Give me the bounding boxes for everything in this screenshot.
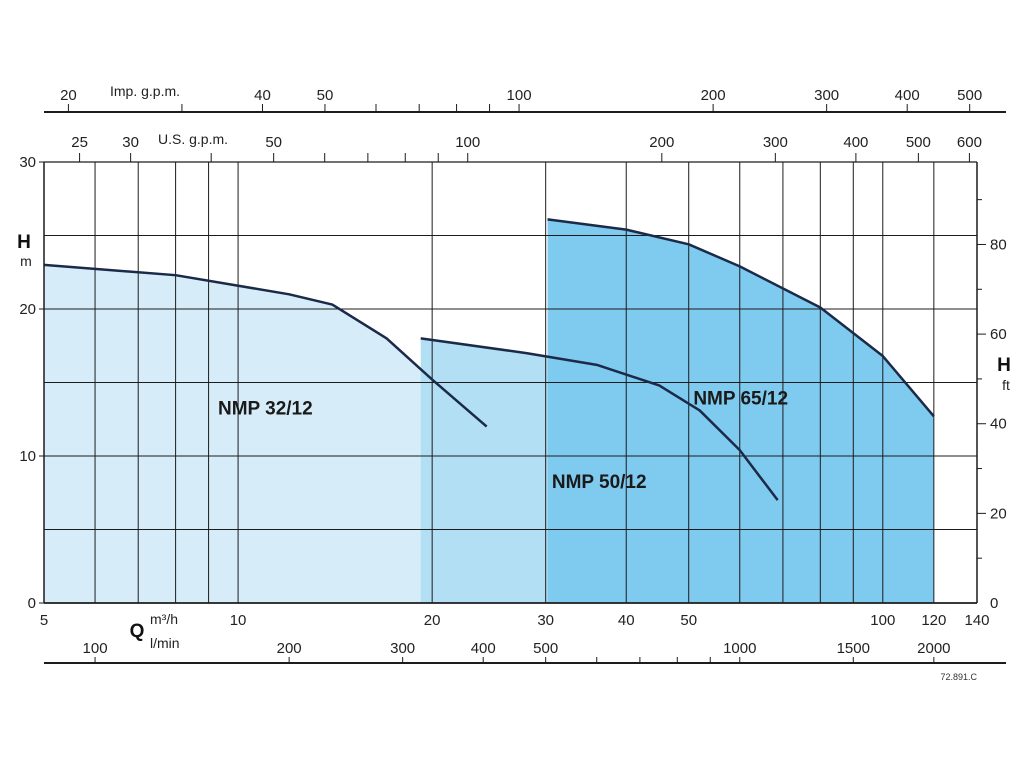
- x-lmin-tick-label: 100: [83, 640, 108, 657]
- x-imp-gpm-tick-label: 200: [701, 87, 726, 104]
- x-imp-gpm-tick-label: 300: [814, 87, 839, 104]
- x-m3h-tick-label: 120: [921, 612, 946, 629]
- series-area-1: [44, 264, 487, 603]
- x-lmin-tick-label: 1000: [723, 640, 756, 657]
- y-left-letter: H: [17, 232, 31, 253]
- x-us-gpm-tick-label: 200: [649, 134, 674, 151]
- y-right-tick-label: 20: [990, 505, 1007, 522]
- x-lmin-tick-label: 500: [533, 640, 558, 657]
- y-left-tick-label: 0: [28, 595, 36, 612]
- x-m3h-tick-label: 50: [680, 612, 697, 629]
- x-lmin-unit: l/min: [150, 635, 180, 651]
- x-m3h-unit: m³/h: [150, 611, 178, 627]
- y-right-tick-label: 40: [990, 416, 1007, 433]
- x-lmin-tick-label: 1500: [837, 640, 870, 657]
- x-m3h-tick-label: 10: [230, 612, 247, 629]
- x-us-gpm-tick-label: 300: [763, 134, 788, 151]
- x-us-gpm-tick-label: 600: [957, 134, 982, 151]
- x-lmin-tick-label: 300: [390, 640, 415, 657]
- series-label-1: NMP 32/12: [218, 399, 313, 420]
- x-imp-gpm-tick-label: 400: [895, 87, 920, 104]
- y-right-tick-label: 0: [990, 595, 998, 612]
- series-curve-2: [420, 337, 779, 501]
- series-label-3: NMP 65/12: [693, 388, 788, 409]
- x-lmin-tick-label: 2000: [917, 640, 950, 657]
- x-imp-gpm-tick-label: 40: [254, 87, 271, 104]
- y-left-tick-label: 20: [19, 301, 36, 318]
- x-imp-gpm-tick-label: 20: [60, 87, 77, 104]
- x-us-gpm-tick-label: 100: [455, 134, 480, 151]
- series-area-3: [547, 219, 934, 603]
- x-us-gpm-tick-label: 500: [906, 134, 931, 151]
- x-lmin-tick-label: 400: [471, 640, 496, 657]
- x-imp-gpm-unit: Imp. g.p.m.: [110, 83, 180, 99]
- series-curve-1: [43, 263, 488, 428]
- tick-labels: NMP 32/12 NMP 50/12 NMP 65/12 0 10 20 30 Hm 0 20 4…: [17, 83, 1011, 682]
- x-m3h-tick-label: 5: [40, 612, 48, 629]
- x-m3h-tick-label: 100: [870, 612, 895, 629]
- x-m3h-tick-label: 40: [618, 612, 635, 629]
- grid: [43, 162, 978, 603]
- y-left-unit: m: [20, 253, 32, 269]
- x-imp-gpm-tick-label: 50: [317, 87, 334, 104]
- x-us-gpm-tick-label: 400: [843, 134, 868, 151]
- series-curve-3: [547, 218, 935, 418]
- axes: [39, 104, 1006, 664]
- y-right-tick-label: 60: [990, 326, 1007, 343]
- y-right-unit: ft: [1002, 377, 1010, 393]
- y-left-tick-label: 30: [19, 154, 36, 171]
- x-us-gpm-tick-label: 25: [71, 134, 88, 151]
- x-m3h-tick-label: 20: [424, 612, 441, 629]
- performance-curves: [43, 218, 935, 501]
- curve-areas: [44, 219, 934, 603]
- drawing-code: 72.891.C: [940, 672, 977, 682]
- x-m3h-tick-label: 30: [537, 612, 554, 629]
- x-us-gpm-tick-label: 30: [122, 134, 139, 151]
- y-left-tick-label: 10: [19, 448, 36, 465]
- y-right-tick-label: 80: [990, 236, 1007, 253]
- x-m3h-tick-label: 140: [964, 612, 989, 629]
- series-label-2: NMP 50/12: [552, 472, 647, 493]
- x-imp-gpm-tick-label: 500: [957, 87, 982, 104]
- x-imp-gpm-tick-label: 100: [507, 87, 532, 104]
- y-right-letter: H: [997, 355, 1011, 376]
- x-lmin-tick-label: 200: [277, 640, 302, 657]
- x-letter: Q: [130, 621, 145, 642]
- x-us-gpm-unit: U.S. g.p.m.: [158, 131, 228, 147]
- x-us-gpm-tick-label: 50: [265, 134, 282, 151]
